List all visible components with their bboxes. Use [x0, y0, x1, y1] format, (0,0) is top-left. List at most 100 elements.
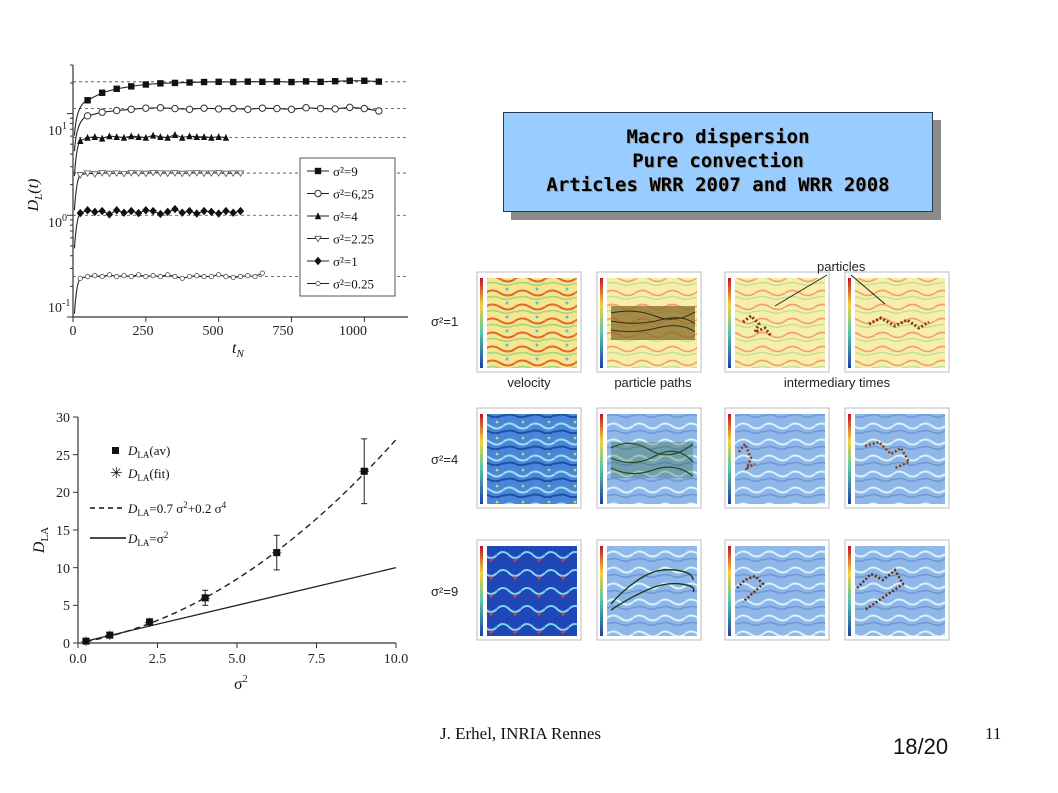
data-point	[91, 207, 99, 217]
series-3	[73, 169, 245, 211]
data-point	[76, 172, 85, 179]
data-point	[156, 170, 165, 178]
svg-text:100: 100	[48, 213, 67, 231]
data-point	[171, 130, 179, 138]
data-point	[157, 273, 163, 280]
data-point	[142, 133, 150, 141]
svg-text:σ²=1: σ²=1	[431, 314, 458, 329]
series-0	[73, 77, 383, 136]
series-group: ✳ ✳ ✳ ✳ ✳ ✳	[80, 438, 397, 649]
svg-text:tN: tN	[232, 340, 244, 360]
svg-text:10-1: 10-1	[48, 298, 70, 316]
data-point	[259, 78, 266, 86]
legend-entry: σ²=4	[307, 209, 358, 224]
data-point	[83, 170, 92, 178]
panel-intermediate-2-sigma4	[844, 407, 950, 509]
data-point	[214, 209, 223, 218]
data-point	[193, 209, 201, 218]
simulation-figure: σ²=1 σ²=4 σ²=9 particles velocity partic…	[431, 259, 950, 641]
legend-marker	[314, 235, 322, 243]
footer-page-number: 11	[985, 724, 1002, 743]
data-point-fit: ✳	[80, 634, 91, 649]
data-point	[185, 105, 194, 114]
data-point	[186, 132, 193, 140]
data-point	[317, 78, 324, 86]
panel-paths-sigma1	[596, 271, 702, 373]
panel-intermediate-1-sigma1	[724, 271, 830, 373]
data-point	[163, 170, 172, 178]
data-point	[98, 170, 107, 177]
legend-label: σ²=2.25	[333, 232, 374, 247]
svg-text:DLA(av): DLA(av)	[127, 443, 170, 460]
y-tick-label: 20	[56, 486, 70, 501]
data-point-av	[201, 594, 209, 602]
data-point	[165, 272, 171, 278]
data-point	[91, 133, 99, 141]
svg-text:σ²=4: σ²=4	[431, 452, 458, 467]
title-callout: Macro dispersion Pure convection Article…	[503, 112, 933, 212]
data-point	[273, 78, 281, 85]
legend-label: σ²=6,25	[333, 187, 374, 202]
data-point	[128, 83, 135, 90]
svg-text:101: 101	[48, 121, 67, 139]
data-point	[179, 133, 186, 141]
x-tick-label: 1000	[339, 324, 367, 339]
legend-entry: σ²=2.25	[307, 232, 374, 247]
data-point	[178, 208, 186, 217]
data-point	[149, 206, 157, 216]
data-point	[99, 273, 105, 280]
data-point	[302, 78, 310, 85]
data-point	[142, 104, 150, 112]
svg-text:✳: ✳	[110, 466, 123, 482]
data-point	[214, 170, 223, 177]
data-point	[200, 206, 208, 216]
data-point	[120, 170, 128, 178]
y-tick-label: 25	[56, 449, 70, 464]
y-axis-label: DL(t)	[28, 179, 45, 213]
data-point	[120, 133, 128, 141]
callout-line-3: Articles WRR 2007 and WRR 2008	[546, 173, 890, 196]
y-tick-label: 5	[63, 599, 70, 614]
data-point	[143, 273, 149, 280]
x-tick-label: 500	[203, 324, 224, 339]
data-point	[222, 170, 230, 178]
data-point	[98, 108, 106, 116]
legend-entry: σ²=6,25	[307, 187, 374, 202]
legend-label: σ²=0.25	[333, 277, 374, 292]
data-point	[375, 78, 383, 85]
data-point	[316, 104, 325, 113]
tick-marks	[73, 416, 397, 648]
fit-curve	[85, 439, 397, 643]
x-tick-label: 750	[273, 324, 294, 339]
x-axis-label: tN	[232, 340, 244, 360]
panel-velocity-sigma9	[476, 539, 582, 641]
data-point	[150, 273, 156, 279]
panel-velocity-sigma4	[476, 407, 582, 509]
slide-counter: 18/20	[893, 734, 949, 759]
legend-entry-identity: DLA=σ2	[90, 530, 168, 548]
data-point	[112, 170, 121, 178]
data-point	[164, 133, 171, 141]
footer-author: J. Erhel, INRIA Rennes	[440, 724, 602, 743]
svg-text:DLA=0.7 σ2+0.2 σ4: DLA=0.7 σ2+0.2 σ4	[127, 500, 227, 518]
data-point	[229, 170, 238, 178]
y-tick-label: 10-1	[48, 298, 70, 316]
data-point	[142, 81, 150, 88]
y-tick-label: 101	[48, 121, 67, 139]
x-tick-label: 10.0	[384, 652, 409, 667]
data-point	[84, 273, 91, 280]
panel-intermediate-1-sigma9	[724, 539, 830, 641]
y-tick-label: 15	[56, 524, 70, 539]
identity-line	[85, 567, 397, 642]
data-point	[287, 105, 296, 114]
x-tick-label: 2.5	[149, 652, 167, 667]
dl-time-chart: 0 250 500 750 1000 10-1 100 101 tN DL(t)…	[28, 64, 408, 360]
svg-text:σ²=9: σ²=9	[431, 584, 458, 599]
data-point-av	[106, 631, 114, 639]
data-point-fit: ✳	[200, 591, 211, 606]
svg-text:DLA: DLA	[31, 527, 51, 554]
data-point	[171, 79, 179, 87]
legend-entry-av: DLA(av)	[112, 443, 170, 460]
data-point	[193, 133, 201, 141]
y-tick-label: 10	[56, 562, 70, 577]
